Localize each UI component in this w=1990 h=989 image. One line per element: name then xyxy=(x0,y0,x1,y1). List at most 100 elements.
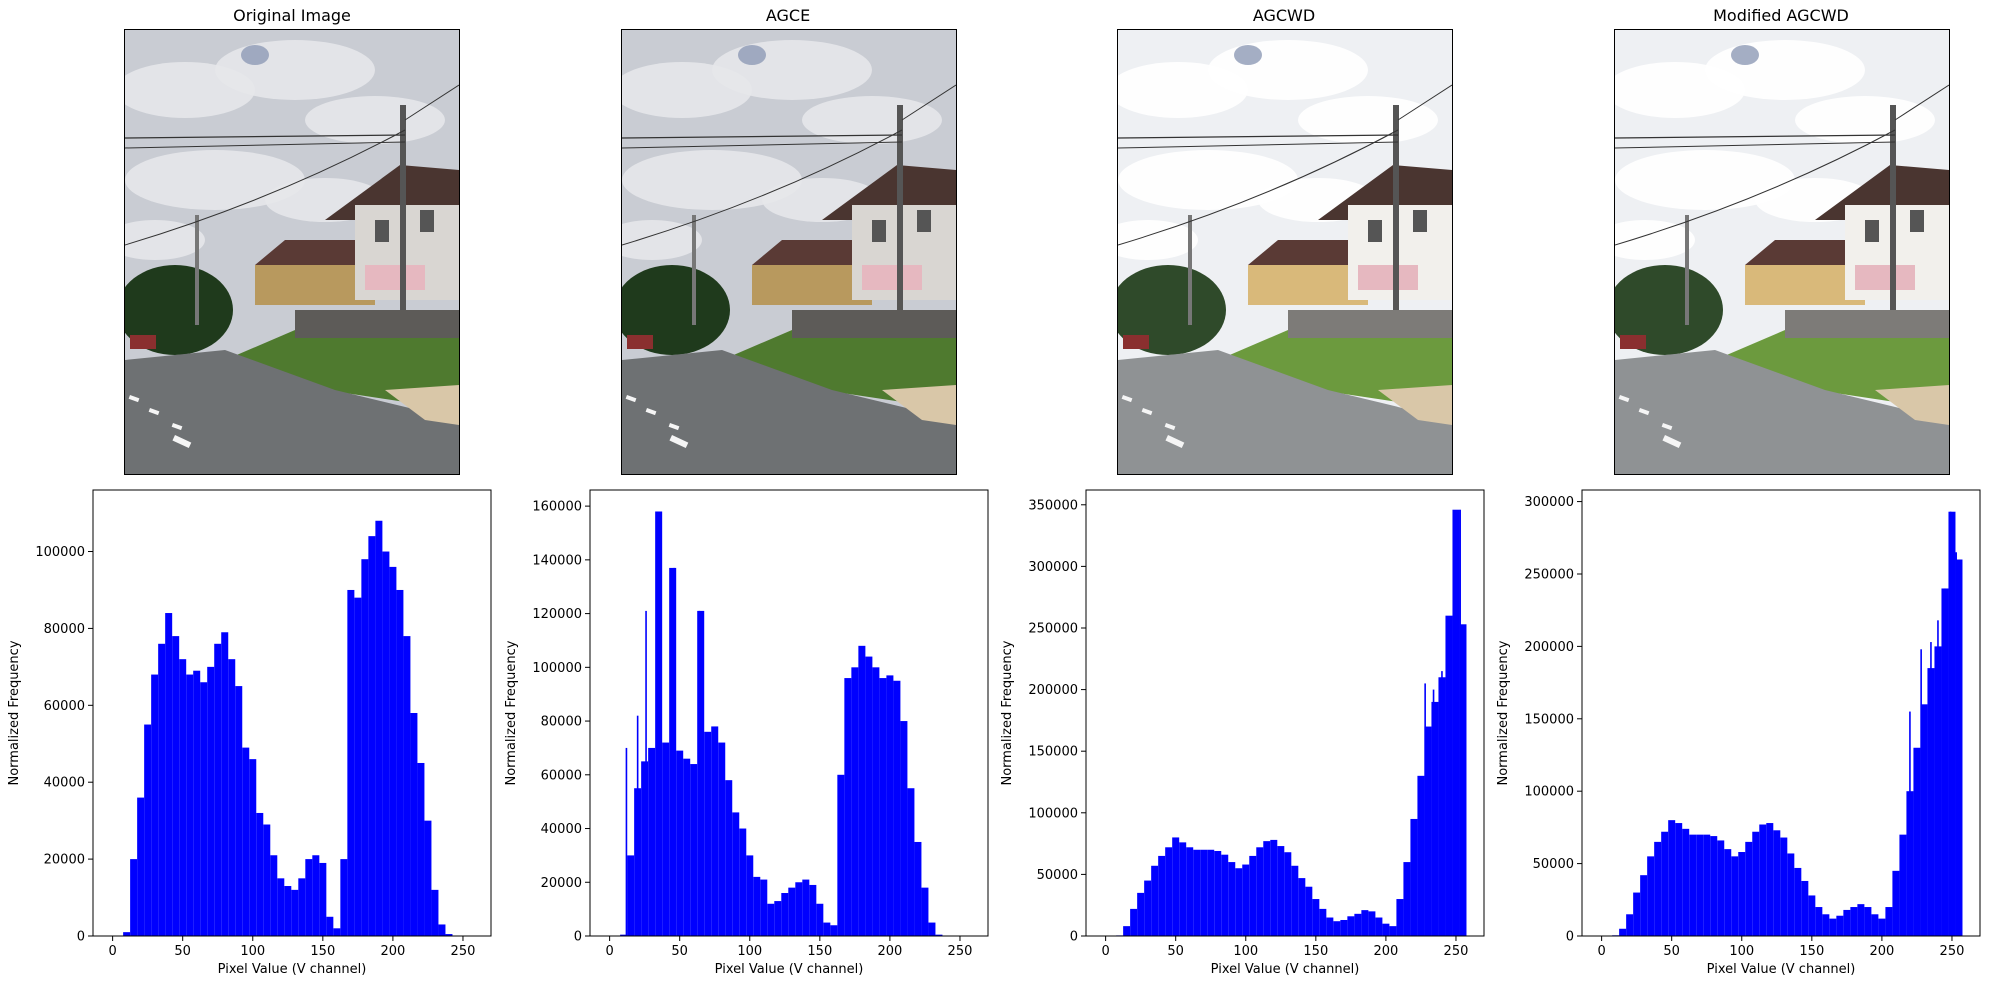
histogram-bar xyxy=(193,670,201,936)
histogram-bar xyxy=(1193,849,1201,936)
histogram-bar xyxy=(340,859,348,936)
histogram-bar xyxy=(1249,855,1257,936)
road xyxy=(125,350,459,474)
x-tick-label: 200 xyxy=(877,944,902,959)
histogram-spike xyxy=(1459,509,1461,936)
tree xyxy=(125,265,233,355)
road xyxy=(1118,350,1452,474)
histogram-bar xyxy=(788,887,796,936)
lane-marking xyxy=(668,422,680,431)
histogram-spike xyxy=(1955,552,1957,936)
histogram-bar xyxy=(326,916,334,936)
histogram-bar xyxy=(1724,849,1732,936)
histogram-bar xyxy=(1654,841,1662,936)
y-tick-label: 20000 xyxy=(541,876,582,891)
x-tick-label: 100 xyxy=(737,944,762,959)
photo-agcwd xyxy=(1117,29,1453,475)
histogram-bar xyxy=(718,742,726,936)
histogram-bar xyxy=(1263,841,1271,936)
histogram-spike xyxy=(1944,588,1946,936)
lane-marking xyxy=(171,422,183,431)
histogram-spike xyxy=(1937,620,1939,936)
street-scene-image xyxy=(622,30,956,474)
cloud xyxy=(622,150,802,210)
x-tick-label: 250 xyxy=(1444,944,1469,959)
histogram-bar xyxy=(431,889,439,936)
blue-sky-patch xyxy=(1234,45,1262,65)
histogram-bar xyxy=(1836,915,1844,936)
histogram-bar xyxy=(298,878,306,936)
pink-balcony xyxy=(862,265,922,290)
y-tick-label: 80000 xyxy=(541,715,582,730)
window xyxy=(917,210,931,232)
histogram-bar xyxy=(403,636,411,936)
y-tick-label: 0 xyxy=(77,930,85,945)
histogram-bar xyxy=(144,724,152,936)
cloud xyxy=(1795,96,1935,144)
histogram-bar xyxy=(277,878,285,936)
histogram-bar xyxy=(683,758,691,936)
histogram-bar xyxy=(1920,704,1928,936)
histogram-bar xyxy=(795,882,803,936)
cloud xyxy=(125,150,305,210)
photo-modified-agcwd xyxy=(1614,29,1950,475)
histogram-bar xyxy=(1906,791,1914,936)
histogram-bar xyxy=(1808,895,1816,936)
histogram-bar xyxy=(1256,847,1264,936)
utility-pole xyxy=(400,105,406,325)
histogram-bar xyxy=(1640,875,1648,936)
stone-wall xyxy=(295,310,459,338)
histogram-bar xyxy=(1368,911,1376,936)
y-tick-label: 250000 xyxy=(1028,621,1078,636)
histogram-bar xyxy=(865,656,873,936)
x-tick-label: 100 xyxy=(1729,944,1754,959)
x-tick-label: 50 xyxy=(1167,944,1184,959)
cloud xyxy=(1118,220,1198,260)
histogram-bar xyxy=(200,682,208,936)
histogram-bar xyxy=(844,678,852,936)
histogram-bar xyxy=(921,887,929,936)
histogram-bar xyxy=(1815,907,1823,936)
histogram-bar xyxy=(704,731,712,936)
lane-marking xyxy=(1661,422,1673,431)
lane-marking xyxy=(669,435,689,449)
histogram-bar xyxy=(186,674,194,936)
window xyxy=(1368,220,1382,242)
lane-marking xyxy=(1164,422,1176,431)
histogram-bar xyxy=(179,659,187,936)
histogram-bar xyxy=(242,747,250,936)
cloud xyxy=(125,220,205,260)
histogram-bar xyxy=(1347,916,1355,936)
histogram-bar xyxy=(1892,870,1900,936)
x-axis-label: Pixel Value (V channel) xyxy=(1707,962,1856,977)
histogram-bar xyxy=(879,678,887,936)
histogram-bar xyxy=(410,713,418,936)
histogram-bar xyxy=(1850,907,1858,936)
pink-balcony xyxy=(1358,265,1418,290)
histogram-bar xyxy=(1298,878,1306,936)
histogram-bar xyxy=(1151,865,1159,936)
histogram-bar xyxy=(1459,624,1467,936)
y-axis-label: Normalized Frequency xyxy=(504,640,519,785)
histogram-bar xyxy=(1165,847,1173,936)
histogram-bar xyxy=(1424,726,1432,936)
histogram-bar xyxy=(823,922,831,936)
y-tick-label: 300000 xyxy=(1524,495,1574,510)
histogram-bar xyxy=(1214,850,1222,936)
y-tick-label: 0 xyxy=(1566,930,1574,945)
histogram-bar xyxy=(1200,849,1208,936)
y-tick-label: 40000 xyxy=(44,776,85,791)
axes-frame xyxy=(92,489,492,937)
x-tick-label: 250 xyxy=(1940,944,1965,959)
histogram-bar xyxy=(634,788,642,936)
histogram-bar xyxy=(1375,917,1383,936)
x-tick-label: 0 xyxy=(1597,944,1605,959)
histogram-bar xyxy=(165,613,173,936)
histogram-bar xyxy=(858,645,866,936)
x-tick-label: 250 xyxy=(948,944,973,959)
y-tick-label: 100000 xyxy=(532,661,582,676)
histogram-bar xyxy=(830,925,838,936)
y-tick-label: 100000 xyxy=(1524,785,1574,800)
stone-wall xyxy=(792,310,956,338)
histogram-bar xyxy=(1186,847,1194,936)
